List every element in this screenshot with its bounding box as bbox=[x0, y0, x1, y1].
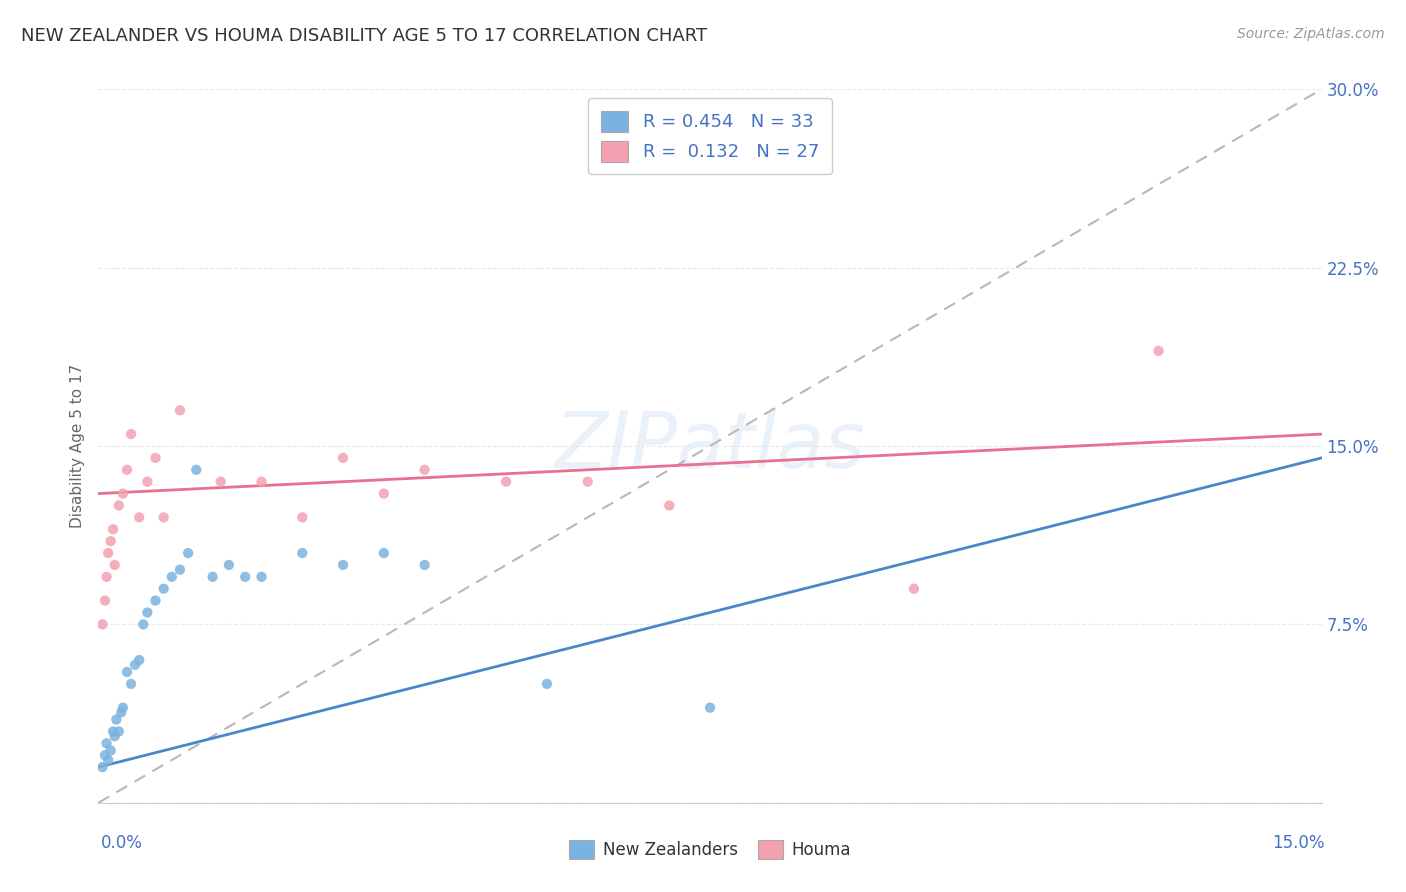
Point bbox=[576, 475, 599, 489]
Point bbox=[495, 475, 517, 489]
Point bbox=[250, 475, 273, 489]
Point bbox=[101, 724, 124, 739]
Point bbox=[96, 570, 118, 584]
Point bbox=[136, 475, 159, 489]
Point bbox=[169, 403, 191, 417]
Point bbox=[115, 463, 138, 477]
Point bbox=[136, 606, 159, 620]
Point bbox=[201, 570, 224, 584]
Point bbox=[903, 582, 925, 596]
Legend: New Zealanders, Houma: New Zealanders, Houma bbox=[562, 833, 858, 866]
Point bbox=[120, 427, 142, 442]
Point bbox=[145, 593, 167, 607]
Point bbox=[91, 617, 114, 632]
Point bbox=[91, 760, 114, 774]
Point bbox=[105, 713, 128, 727]
Point bbox=[291, 510, 314, 524]
Point bbox=[160, 570, 183, 584]
Point bbox=[120, 677, 142, 691]
Point bbox=[332, 558, 354, 572]
Point bbox=[111, 486, 134, 500]
Point bbox=[115, 665, 138, 679]
Y-axis label: Disability Age 5 to 17: Disability Age 5 to 17 bbox=[70, 364, 86, 528]
Point bbox=[209, 475, 232, 489]
Point bbox=[152, 510, 174, 524]
Point bbox=[100, 743, 122, 757]
Point bbox=[94, 748, 117, 763]
Point bbox=[101, 522, 124, 536]
Point bbox=[152, 582, 174, 596]
Point bbox=[169, 563, 191, 577]
Point bbox=[97, 546, 120, 560]
Point bbox=[291, 546, 314, 560]
Text: ZIPatlas: ZIPatlas bbox=[554, 408, 866, 484]
Point bbox=[658, 499, 681, 513]
Point bbox=[699, 700, 721, 714]
Point bbox=[250, 570, 273, 584]
Point bbox=[145, 450, 167, 465]
Point bbox=[96, 736, 118, 750]
Point bbox=[100, 534, 122, 549]
Point bbox=[128, 653, 150, 667]
Point bbox=[373, 546, 395, 560]
Point bbox=[132, 617, 155, 632]
Point bbox=[186, 463, 208, 477]
Point bbox=[104, 558, 127, 572]
Text: NEW ZEALANDER VS HOUMA DISABILITY AGE 5 TO 17 CORRELATION CHART: NEW ZEALANDER VS HOUMA DISABILITY AGE 5 … bbox=[21, 27, 707, 45]
Point bbox=[104, 729, 127, 743]
Point bbox=[373, 486, 395, 500]
Point bbox=[108, 499, 131, 513]
Point bbox=[413, 558, 436, 572]
Point bbox=[94, 593, 117, 607]
Point bbox=[128, 510, 150, 524]
Point bbox=[413, 463, 436, 477]
Point bbox=[177, 546, 200, 560]
Text: 15.0%: 15.0% bbox=[1272, 834, 1324, 852]
Text: 0.0%: 0.0% bbox=[101, 834, 143, 852]
Point bbox=[1147, 343, 1170, 358]
Point bbox=[108, 724, 131, 739]
Point bbox=[124, 657, 146, 672]
Point bbox=[97, 753, 120, 767]
Point bbox=[332, 450, 354, 465]
Point bbox=[111, 700, 134, 714]
Text: Source: ZipAtlas.com: Source: ZipAtlas.com bbox=[1237, 27, 1385, 41]
Point bbox=[233, 570, 256, 584]
Point bbox=[110, 706, 132, 720]
Point bbox=[536, 677, 558, 691]
Point bbox=[218, 558, 240, 572]
